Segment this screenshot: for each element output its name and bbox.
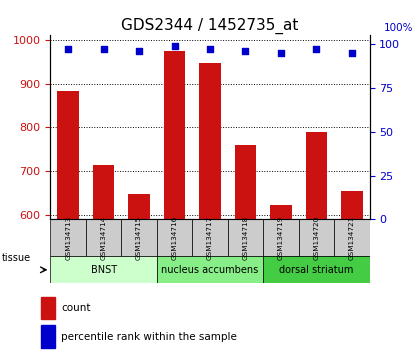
Text: tissue: tissue (2, 253, 31, 263)
Text: dorsal striatum: dorsal striatum (279, 265, 354, 275)
Bar (200, 63, 221, 219)
Bar (228, 219, 263, 256)
Text: GSM134721: GSM134721 (349, 216, 355, 260)
Text: GSM134718: GSM134718 (242, 216, 249, 260)
Bar (263, 219, 299, 256)
Point (65, 47, 71, 52)
Bar (270, 205, 291, 219)
Title: GDS2344 / 1452735_at: GDS2344 / 1452735_at (121, 18, 299, 34)
Bar (334, 219, 370, 256)
Bar (129, 194, 150, 219)
Point (207, 47, 213, 52)
Text: count: count (61, 303, 90, 313)
Point (136, 48, 142, 54)
Point (242, 48, 249, 54)
Text: percentile rank within the sample: percentile rank within the sample (61, 332, 237, 342)
Y-axis label: 100%: 100% (383, 23, 413, 33)
Point (313, 47, 320, 52)
Bar (235, 145, 256, 219)
Text: GSM134719: GSM134719 (278, 216, 284, 260)
Bar (41, 325, 55, 348)
Bar (86, 219, 121, 256)
Bar (157, 219, 192, 256)
Bar (192, 219, 228, 256)
Text: GSM134720: GSM134720 (313, 216, 319, 260)
Bar (299, 219, 334, 256)
Point (100, 47, 107, 52)
Bar (50, 256, 157, 283)
Text: nucleus accumbens: nucleus accumbens (161, 265, 259, 275)
Point (171, 43, 178, 49)
Point (349, 50, 355, 56)
Bar (41, 297, 55, 319)
Bar (263, 256, 370, 283)
Bar (121, 219, 157, 256)
Point (278, 50, 284, 56)
Text: GSM134714: GSM134714 (101, 216, 107, 260)
Bar (93, 165, 114, 219)
Text: GSM134713: GSM134713 (65, 216, 71, 260)
Bar (58, 91, 79, 219)
Bar (157, 256, 263, 283)
Bar (341, 191, 362, 219)
Text: GSM134717: GSM134717 (207, 216, 213, 260)
Text: GSM134715: GSM134715 (136, 216, 142, 260)
Bar (50, 219, 86, 256)
Text: GSM134716: GSM134716 (171, 216, 178, 260)
Bar (306, 132, 327, 219)
Bar (164, 51, 185, 219)
Text: BNST: BNST (91, 265, 117, 275)
